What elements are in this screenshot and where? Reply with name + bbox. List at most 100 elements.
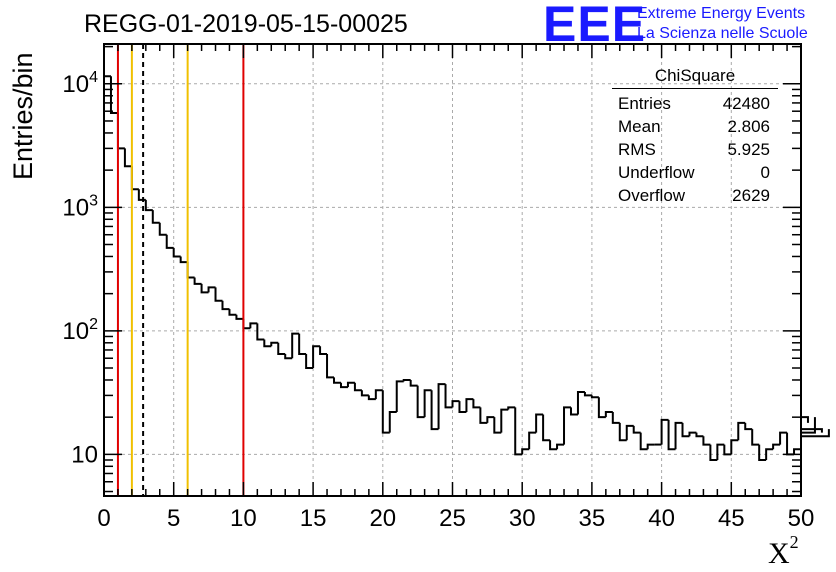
x-tick-label: 50 <box>788 505 815 532</box>
stats-label: RMS <box>618 140 656 159</box>
y-tick-label: 10 <box>71 441 98 468</box>
x-tick-label: 30 <box>509 505 536 532</box>
eee-logo: EEE <box>543 0 647 52</box>
stats-value: 2.806 <box>727 117 770 136</box>
histogram-bin <box>103 75 111 496</box>
histogram-bin <box>688 431 697 437</box>
logo-caption-line2: La Scienza nelle Scuole <box>637 25 808 42</box>
histogram-bin <box>583 391 592 397</box>
histogram-bin <box>493 417 502 434</box>
histogram-bin <box>793 448 801 455</box>
stats-label: Entries <box>618 94 671 113</box>
stats-label: Overflow <box>618 186 686 205</box>
histogram-bin <box>479 407 488 424</box>
histogram-bin <box>339 382 348 389</box>
histogram-bin <box>590 395 599 399</box>
histogram-bin <box>346 381 355 388</box>
histogram-bin <box>200 283 209 294</box>
histogram-bin <box>730 439 739 455</box>
histogram-bin <box>374 389 383 400</box>
histogram-bin <box>723 444 732 456</box>
histogram-bin <box>597 397 606 419</box>
histogram-bin <box>291 332 300 359</box>
histogram-bin <box>801 429 830 438</box>
histogram-bin <box>702 436 711 446</box>
histogram-bin <box>333 377 341 384</box>
histogram-bin <box>109 76 118 115</box>
histogram-bin <box>618 422 627 442</box>
stats-row-entries: Entries 42480 <box>612 92 778 115</box>
histogram-bin <box>207 286 216 293</box>
histogram-bin <box>542 414 551 442</box>
stats-row-rms: RMS 5.925 <box>612 138 778 161</box>
histogram-bin <box>249 322 258 329</box>
histogram-bin <box>430 390 439 431</box>
histogram-bin <box>305 353 314 370</box>
histogram-bin <box>660 418 669 445</box>
histogram-bin <box>507 406 516 410</box>
histogram-bin <box>130 166 139 191</box>
histogram-bin <box>744 422 753 431</box>
stats-box-title: ChiSquare <box>612 66 778 89</box>
stats-label: Mean <box>618 117 661 136</box>
histogram-bin <box>528 431 537 450</box>
x-axis-label: X2 <box>768 532 799 570</box>
histogram-bin <box>667 419 676 451</box>
histogram-bin <box>646 443 655 450</box>
histogram-bin <box>221 300 230 311</box>
histogram-bin <box>409 379 418 387</box>
histogram-bin <box>263 339 272 348</box>
histogram-bin <box>632 425 641 434</box>
histogram-bin <box>256 323 265 341</box>
histogram-bin <box>151 210 160 224</box>
histogram-bin <box>556 443 565 450</box>
histogram-bin <box>709 444 718 461</box>
histogram-bin <box>214 287 223 302</box>
histogram-bin <box>193 277 202 285</box>
stats-row-underflow: Underflow 0 <box>612 161 778 184</box>
logo-caption-line1: Extreme Energy Events <box>637 5 806 22</box>
histogram-bin <box>458 401 467 414</box>
histogram-bin <box>353 382 362 392</box>
histogram-bin <box>604 411 613 418</box>
x-tick-label: 10 <box>230 505 257 532</box>
histogram-bin <box>381 390 390 434</box>
y-tick-label: 103 <box>62 192 98 221</box>
histogram-bin <box>695 432 704 438</box>
histogram-bin <box>172 247 181 258</box>
histogram-bin <box>186 262 195 279</box>
histogram-bin <box>298 333 307 355</box>
stats-row-overflow: Overflow 2629 <box>612 184 778 207</box>
histogram-bin <box>786 432 795 456</box>
histogram-bin <box>416 385 425 419</box>
histogram-bin <box>514 407 523 456</box>
histogram-bin <box>639 432 648 451</box>
histogram-bin <box>681 422 690 438</box>
histogram-bin <box>716 443 725 460</box>
histogram-bin <box>165 234 174 249</box>
histogram-bin <box>625 424 634 441</box>
histogram-bin <box>500 408 509 433</box>
histogram-bin <box>465 398 474 413</box>
logo-caption: Extreme Energy Events La Scienza nelle S… <box>637 4 808 44</box>
histogram-bin <box>284 353 293 360</box>
histogram-bin <box>569 407 578 416</box>
stats-value: 2629 <box>732 186 770 205</box>
histogram-bin <box>737 421 746 441</box>
histogram-bin <box>235 314 244 320</box>
histogram-bin <box>549 440 558 451</box>
x-tick-label: 45 <box>718 505 745 532</box>
stats-value: 42480 <box>722 94 770 113</box>
stats-value: 5.925 <box>727 140 770 159</box>
x-tick-label: 25 <box>439 505 466 532</box>
x-tick-label: 0 <box>97 505 110 532</box>
x-tick-label: 35 <box>579 505 606 532</box>
histogram-bin <box>395 380 404 413</box>
histogram-bin <box>144 199 153 212</box>
histogram-bin <box>360 390 369 397</box>
stats-row-mean: Mean 2.806 <box>612 115 778 138</box>
histogram-bin <box>116 113 125 150</box>
histogram-bin <box>228 309 237 316</box>
histogram-bin <box>270 341 279 347</box>
